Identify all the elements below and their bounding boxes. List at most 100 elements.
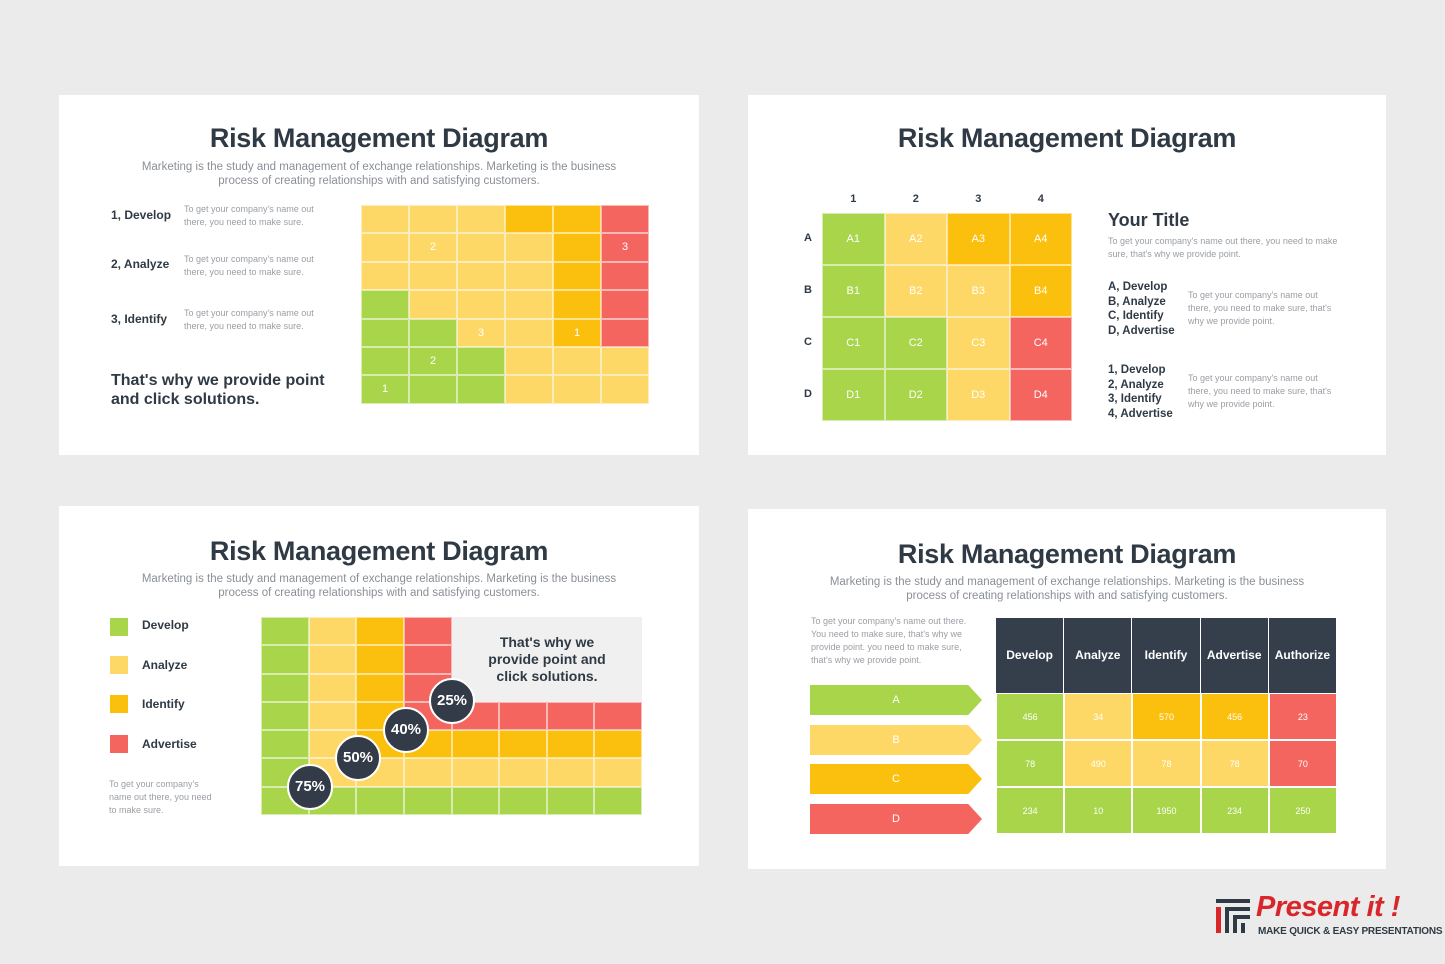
grid-cell xyxy=(601,233,649,262)
table-cell: 456 xyxy=(1200,693,1269,740)
grid-cell xyxy=(361,318,409,347)
band-cell xyxy=(451,617,500,646)
band-cell xyxy=(499,645,547,674)
grid-cell xyxy=(553,233,601,262)
band-cell xyxy=(403,786,452,815)
band-cell xyxy=(499,730,547,759)
slide-subtitle: Marketing is the study and management of… xyxy=(829,576,1305,602)
band-cell xyxy=(546,645,595,674)
legend-swatch-develop xyxy=(110,618,128,636)
band-cell xyxy=(594,786,642,815)
grid-label: 1 xyxy=(573,326,581,339)
matrix-cell-label: B1 xyxy=(846,285,860,297)
band-cell xyxy=(261,673,309,702)
arrow-d: D xyxy=(810,804,982,834)
grid-label: 1 xyxy=(381,383,389,396)
slide-2: Risk Management Diagram 1 2 3 4 A B C D A1 A2 A3 A4… xyxy=(748,95,1386,455)
grid-cell xyxy=(553,347,601,376)
grid-cell xyxy=(409,261,457,291)
matrix-cell-label: B3 xyxy=(971,285,985,297)
legend-swatch-advertise xyxy=(110,735,128,753)
band-cell xyxy=(546,701,595,731)
grid-cell xyxy=(361,205,409,234)
band-cell xyxy=(499,673,547,702)
table-cell: 78 xyxy=(996,740,1065,787)
row-header: B xyxy=(804,284,812,296)
grid-cell xyxy=(505,375,553,404)
matrix-cell: A3 xyxy=(947,213,1010,265)
band-cell xyxy=(594,730,642,759)
band-cell xyxy=(451,645,500,674)
matrix-cell: B2 xyxy=(884,265,947,317)
table-header: Identify xyxy=(1132,618,1201,693)
table-header: Analyze xyxy=(1064,618,1133,693)
table-cell: 70 xyxy=(1268,740,1337,787)
slide-1: Risk Management Diagram Marketing is the… xyxy=(59,95,699,455)
table-cell: 34 xyxy=(1064,693,1133,740)
slide-title: Risk Management Diagram xyxy=(209,536,549,566)
grid-cell xyxy=(601,318,649,347)
band-cell xyxy=(261,617,309,646)
grid-label: 2 xyxy=(429,355,437,367)
matrix-cell: C1 xyxy=(822,317,885,369)
band-cell xyxy=(308,701,357,731)
matrix-cell-label: A1 xyxy=(846,233,860,245)
item-desc: To get your company's name out there, you… xyxy=(184,204,314,227)
grid-cell xyxy=(409,205,457,234)
grid-cell xyxy=(601,205,649,234)
band-cell xyxy=(403,758,452,787)
band-cell xyxy=(499,701,547,731)
arrow-c: C xyxy=(810,764,982,794)
table-header: Authorize xyxy=(1268,618,1337,693)
grid-cell xyxy=(601,261,649,291)
matrix-cell-label: A2 xyxy=(909,233,923,245)
legend-label: Develop xyxy=(142,618,189,632)
table-cell: 456 xyxy=(996,693,1065,740)
item-label: 3, Identify xyxy=(111,312,168,326)
matrix-cell-label: C1 xyxy=(846,337,861,349)
matrix-cell-label: D4 xyxy=(1033,389,1048,401)
grid-cell xyxy=(457,205,505,234)
grid-cell xyxy=(361,375,409,404)
grid-cell xyxy=(505,261,553,291)
band-cell xyxy=(546,617,595,646)
note: To get your company's name out there, you… xyxy=(109,779,212,815)
table-cell: 234 xyxy=(1200,787,1269,834)
band-cell xyxy=(356,673,404,702)
grid-cell xyxy=(361,233,409,262)
matrix-cell-label: C2 xyxy=(908,337,923,349)
table-cell: 250 xyxy=(1268,787,1337,834)
col-header: 1 xyxy=(850,193,857,205)
grid-cell xyxy=(409,318,457,347)
matrix-cell: B4 xyxy=(1009,265,1072,317)
grid-cell xyxy=(457,233,505,262)
matrix-cell-label: C4 xyxy=(1033,337,1048,349)
grid-label: 2 xyxy=(429,241,437,254)
matrix-cell: D4 xyxy=(1009,369,1072,421)
band-cell xyxy=(451,758,500,787)
band-cell xyxy=(594,645,642,674)
grid-cell xyxy=(505,233,553,262)
slide-4: Risk Management Diagram Marketing is the… xyxy=(748,509,1386,869)
row-header: A xyxy=(804,232,812,244)
grid-cell xyxy=(553,290,601,319)
grid-cell xyxy=(361,347,409,376)
table-cell: 23 xyxy=(1268,693,1337,740)
grid-cell xyxy=(553,205,601,234)
legend-label: Analyze xyxy=(142,658,188,672)
tagline: That's why we provide point and click sol… xyxy=(111,372,325,408)
list-2: 1, Develop 2, Analyze 3, Identify 4, Advert… xyxy=(1108,364,1173,420)
your-desc: To get your company's name out there, yo… xyxy=(1108,236,1338,259)
band-cell xyxy=(499,758,547,787)
note: To get your company's name out there. You… xyxy=(811,616,967,665)
arrow-b: B xyxy=(810,725,982,755)
table-cell: 78 xyxy=(1132,740,1201,787)
matrix-cell-label: B2 xyxy=(909,285,923,297)
grid-cell xyxy=(553,261,601,291)
item-label: 1, Develop xyxy=(111,208,172,222)
matrix-cell: B3 xyxy=(947,265,1010,317)
table-header: Develop xyxy=(996,618,1065,693)
matrix: 1 2 3 4 A B C D A1 A2 A3 A4 B1 B2 B3 B4 C1 C2 C3 C4 D1 D2 D3 D4 xyxy=(748,95,1386,455)
band-cell xyxy=(594,701,642,731)
matrix-cell-label: D3 xyxy=(971,389,986,401)
